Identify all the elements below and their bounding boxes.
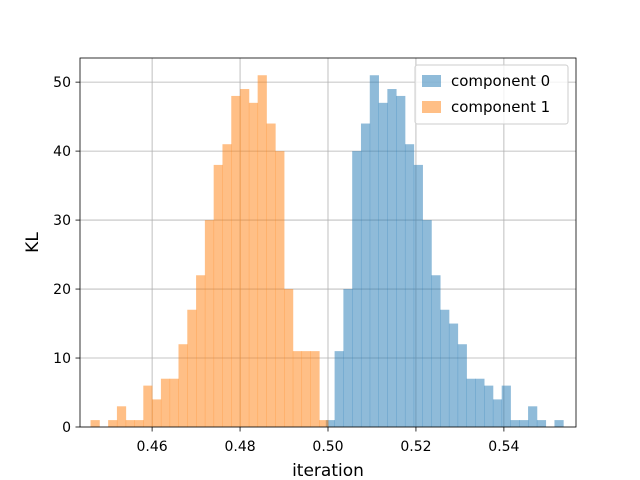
legend-swatch xyxy=(422,75,441,87)
histogram-bar xyxy=(275,151,285,427)
histogram-bar xyxy=(457,344,467,427)
histogram-bar xyxy=(334,351,344,427)
histogram-bar xyxy=(187,309,197,427)
x-tick-label: 0.48 xyxy=(224,439,255,455)
legend-swatch xyxy=(422,101,441,113)
histogram-bar xyxy=(248,102,259,427)
histogram-bar xyxy=(510,420,520,427)
histogram-bar xyxy=(475,378,485,427)
histogram-bars xyxy=(90,75,564,428)
histogram-bar xyxy=(301,351,311,427)
histogram-bar xyxy=(492,399,503,427)
y-axis-label: KL xyxy=(23,232,43,253)
histogram-bar xyxy=(360,123,371,427)
y-tick-label: 10 xyxy=(53,351,71,367)
histogram-bar xyxy=(519,420,529,427)
legend: component 0 component 1 xyxy=(414,64,569,125)
x-tick-label: 0.50 xyxy=(312,439,343,455)
legend-box xyxy=(414,64,569,125)
histogram-bar xyxy=(396,95,406,428)
y-tick-label: 40 xyxy=(53,144,71,160)
histogram-bar xyxy=(378,102,388,427)
histogram-bar xyxy=(369,75,379,428)
histogram-bar xyxy=(152,399,162,427)
histogram-bar xyxy=(204,220,215,427)
histogram-bar xyxy=(413,164,423,427)
histogram-bar xyxy=(134,420,144,427)
histogram-bar xyxy=(325,420,335,427)
histogram-bar xyxy=(222,144,232,427)
histogram-bar xyxy=(404,144,415,427)
histogram-bar xyxy=(440,309,450,427)
x-tick-label: 0.54 xyxy=(488,439,519,455)
histogram-bar xyxy=(501,385,511,427)
histogram-bar xyxy=(240,89,250,427)
histogram-bar xyxy=(319,420,329,427)
x-tick-label: 0.52 xyxy=(400,439,431,455)
legend-label: component 1 xyxy=(451,98,550,116)
series-0-bars xyxy=(325,75,564,428)
histogram-bar xyxy=(266,123,276,427)
histogram-bar xyxy=(231,95,241,428)
x-axis-label: iteration xyxy=(292,461,364,480)
histogram-bar xyxy=(422,220,432,427)
y-tick-label: 0 xyxy=(62,420,71,436)
y-tick-label: 20 xyxy=(53,282,71,298)
histogram-bar xyxy=(90,420,100,427)
histogram-bar xyxy=(528,406,538,427)
axis-ticks: 0.46 0.48 0.50 0.52 0.54 0 10 20 30 40 50 xyxy=(53,75,519,455)
histogram-bar xyxy=(116,406,127,427)
x-tick-label: 0.46 xyxy=(137,439,168,455)
y-tick-label: 30 xyxy=(53,213,71,229)
histogram-bar xyxy=(536,420,547,427)
histogram-bar xyxy=(292,351,303,427)
histogram-bar xyxy=(257,75,267,428)
histogram-bar xyxy=(178,344,188,427)
histogram-bar xyxy=(431,275,441,427)
histogram-bar xyxy=(143,385,153,427)
y-tick-label: 50 xyxy=(53,75,71,91)
histogram-bar xyxy=(108,420,118,427)
histogram-bar xyxy=(448,323,459,427)
histogram-bar xyxy=(466,378,476,427)
series-1-bars xyxy=(90,75,329,428)
histogram-bar xyxy=(484,385,494,427)
histogram-bar xyxy=(169,378,179,427)
histogram-bar xyxy=(284,289,294,427)
histogram-bar xyxy=(352,151,362,427)
histogram-bar xyxy=(213,164,223,427)
histogram-bar xyxy=(387,89,397,427)
histogram-bar xyxy=(125,420,135,427)
histogram-bar xyxy=(554,420,564,427)
histogram-bar xyxy=(310,351,320,427)
histogram-bar xyxy=(343,289,353,427)
histogram-bar xyxy=(196,275,206,427)
legend-label: component 0 xyxy=(451,72,550,90)
histogram-bar xyxy=(160,378,171,427)
